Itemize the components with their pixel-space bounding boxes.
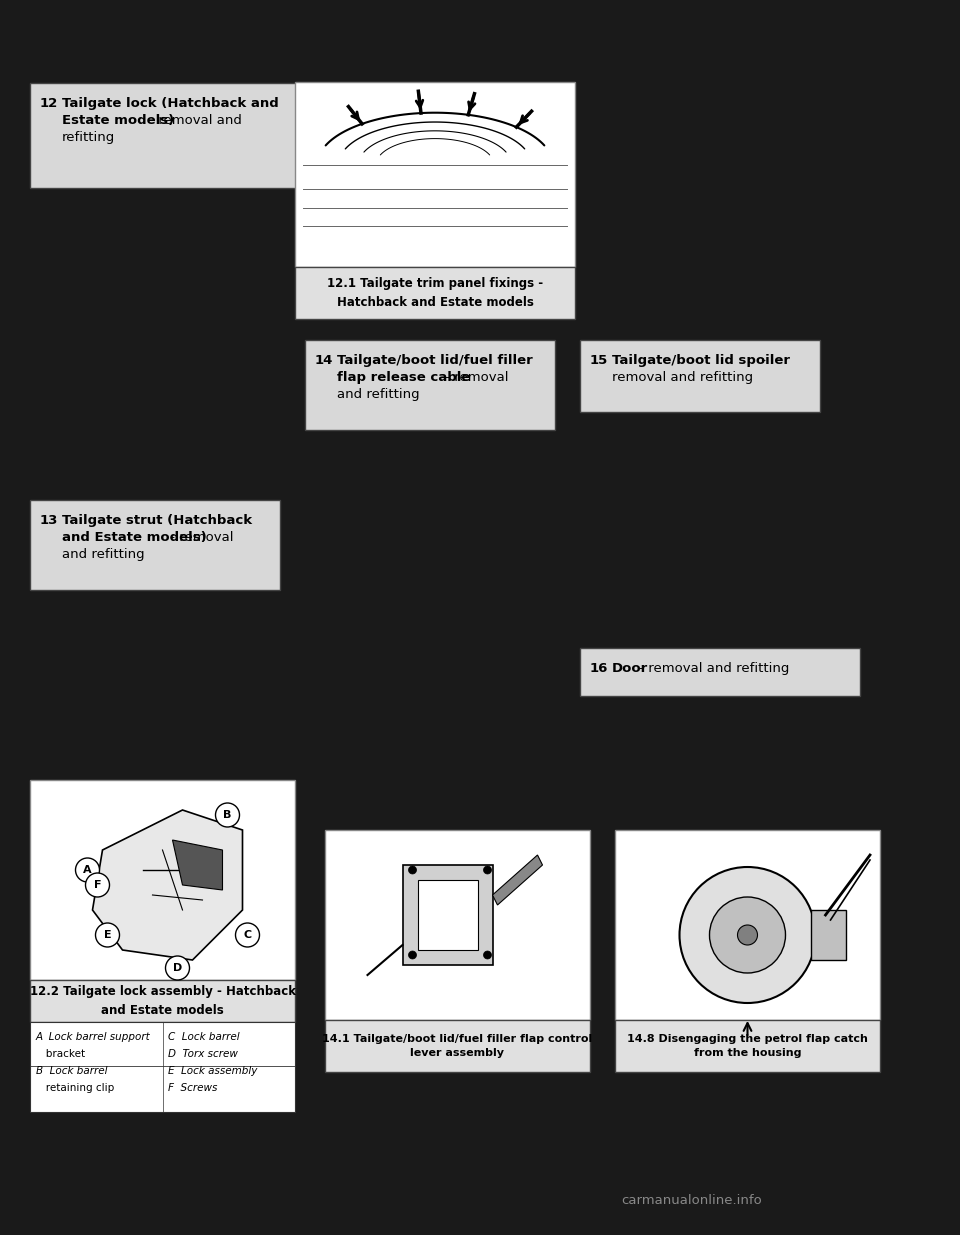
Bar xyxy=(295,82,575,267)
Bar xyxy=(615,1020,880,1072)
Text: refitting: refitting xyxy=(62,131,115,144)
Text: A: A xyxy=(84,864,92,876)
Text: B  Lock barrel: B Lock barrel xyxy=(36,1066,108,1076)
Bar xyxy=(30,1023,295,1112)
Polygon shape xyxy=(173,840,223,890)
Text: Estate models): Estate models) xyxy=(62,114,175,127)
Text: D: D xyxy=(173,963,182,973)
Text: F  Screws: F Screws xyxy=(169,1083,218,1093)
Circle shape xyxy=(95,923,119,947)
Text: -: - xyxy=(757,354,766,367)
Text: - removal and: - removal and xyxy=(145,114,242,127)
Text: C: C xyxy=(244,930,252,940)
Text: retaining clip: retaining clip xyxy=(36,1083,114,1093)
Bar xyxy=(30,83,300,188)
Text: and Estate models): and Estate models) xyxy=(62,531,206,543)
Text: - removal: - removal xyxy=(442,370,509,384)
Circle shape xyxy=(409,866,417,874)
Bar xyxy=(325,830,590,1020)
Text: Tailgate/boot lid/fuel filler: Tailgate/boot lid/fuel filler xyxy=(337,354,533,367)
Circle shape xyxy=(409,951,417,960)
Text: Door: Door xyxy=(612,662,648,676)
Circle shape xyxy=(484,866,492,874)
Bar xyxy=(325,1020,590,1072)
Circle shape xyxy=(215,803,239,827)
Bar xyxy=(810,910,846,960)
Bar xyxy=(615,830,880,1020)
Text: 14: 14 xyxy=(315,354,333,367)
Text: B: B xyxy=(224,810,231,820)
Text: 16: 16 xyxy=(590,662,609,676)
Bar xyxy=(418,881,477,950)
Bar xyxy=(580,340,820,412)
Text: 13: 13 xyxy=(40,514,59,527)
Text: E: E xyxy=(104,930,111,940)
Text: and refitting: and refitting xyxy=(62,548,145,561)
Circle shape xyxy=(165,956,189,981)
Text: C  Lock barrel: C Lock barrel xyxy=(169,1032,240,1042)
Circle shape xyxy=(235,923,259,947)
Polygon shape xyxy=(92,810,243,960)
Bar xyxy=(580,648,860,697)
Bar xyxy=(30,981,295,1023)
Circle shape xyxy=(85,873,109,897)
Text: 12.1 Tailgate trim panel fixings -
Hatchback and Estate models: 12.1 Tailgate trim panel fixings - Hatch… xyxy=(327,278,543,309)
Text: 15: 15 xyxy=(590,354,609,367)
Text: flap release cable: flap release cable xyxy=(337,370,470,384)
Polygon shape xyxy=(492,855,542,905)
Text: bracket: bracket xyxy=(36,1049,85,1058)
Text: and refitting: and refitting xyxy=(337,388,420,401)
Text: A  Lock barrel support: A Lock barrel support xyxy=(36,1032,151,1042)
Text: 14.1 Tailgate/boot lid/fuel filler flap control
lever assembly: 14.1 Tailgate/boot lid/fuel filler flap … xyxy=(323,1034,592,1058)
Text: 14.8 Disengaging the petrol flap catch
from the housing: 14.8 Disengaging the petrol flap catch f… xyxy=(627,1034,868,1058)
Circle shape xyxy=(484,951,492,960)
Text: Tailgate strut (Hatchback: Tailgate strut (Hatchback xyxy=(62,514,252,527)
Bar xyxy=(305,340,555,430)
Circle shape xyxy=(76,858,100,882)
Text: removal and refitting: removal and refitting xyxy=(612,370,754,384)
Circle shape xyxy=(709,897,785,973)
Text: E  Lock assembly: E Lock assembly xyxy=(169,1066,258,1076)
Text: F: F xyxy=(94,881,101,890)
Text: 12: 12 xyxy=(40,98,59,110)
Bar xyxy=(295,267,575,319)
Bar xyxy=(402,864,492,965)
Text: - removal and refitting: - removal and refitting xyxy=(636,662,789,676)
Bar xyxy=(30,781,295,981)
Circle shape xyxy=(680,867,815,1003)
Circle shape xyxy=(737,925,757,945)
Text: carmanualonline.info: carmanualonline.info xyxy=(621,1194,761,1207)
Bar xyxy=(30,500,280,590)
Text: - removal: - removal xyxy=(166,531,234,543)
Text: Tailgate lock (Hatchback and: Tailgate lock (Hatchback and xyxy=(62,98,278,110)
Text: D  Torx screw: D Torx screw xyxy=(169,1049,238,1058)
Text: 12.2 Tailgate lock assembly - Hatchback
and Estate models: 12.2 Tailgate lock assembly - Hatchback … xyxy=(30,986,296,1016)
Text: Tailgate/boot lid spoiler: Tailgate/boot lid spoiler xyxy=(612,354,790,367)
